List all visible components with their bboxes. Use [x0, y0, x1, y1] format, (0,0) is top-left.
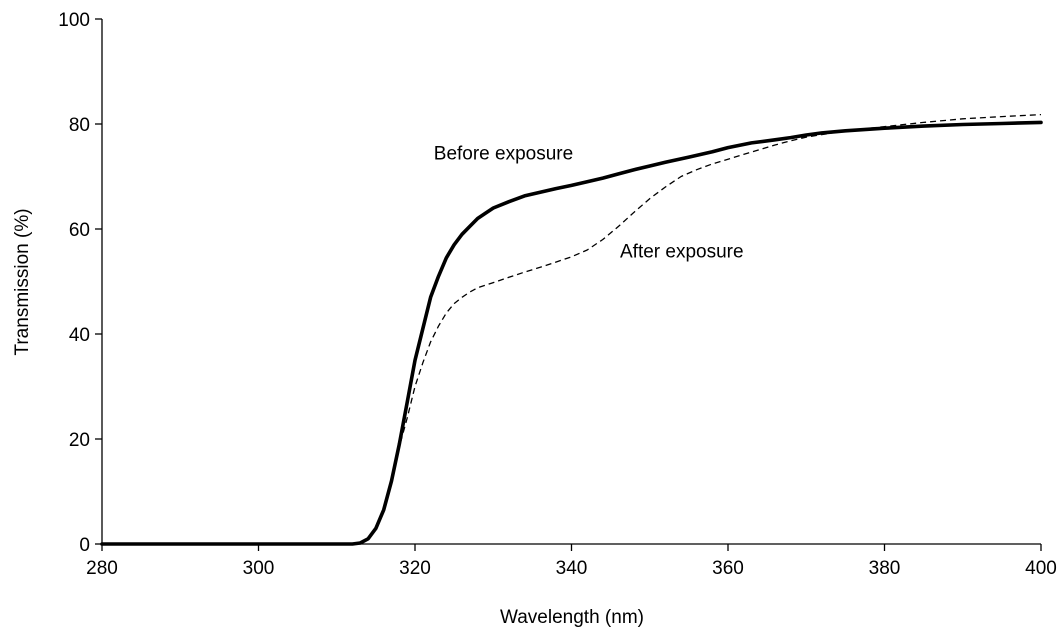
x-tick-label: 300: [243, 558, 275, 579]
y-tick-label: 80: [69, 115, 90, 136]
x-tick-label: 380: [869, 558, 901, 579]
series-annotation: After exposure: [620, 241, 744, 262]
plot-area: [100, 113, 1043, 546]
x-tick-label: 400: [1025, 558, 1057, 579]
series-line-after-exposure: [102, 113, 1042, 545]
y-tick-label: 0: [79, 535, 90, 556]
x-tick-label: 360: [712, 558, 744, 579]
x-axis-title: Wavelength (nm): [500, 607, 644, 628]
x-tick-label: 340: [556, 558, 588, 579]
y-tick-label: 40: [69, 325, 90, 346]
y-axis-title: Transmission (%): [12, 208, 33, 355]
series-annotation: Before exposure: [434, 144, 573, 165]
chart-text: Wavelength (nm) Transmission (%) Before …: [12, 144, 744, 628]
x-tick-label: 320: [399, 558, 431, 579]
axes: 280 300 320 340 360 380 400 0 20 40 60 80 100: [58, 10, 1057, 579]
y-tick-label: 20: [69, 430, 90, 451]
x-tick-label: 280: [86, 558, 118, 579]
series-line-before-exposure: [100, 120, 1043, 546]
y-tick-label: 100: [58, 10, 90, 31]
y-tick-label: 60: [69, 220, 90, 241]
